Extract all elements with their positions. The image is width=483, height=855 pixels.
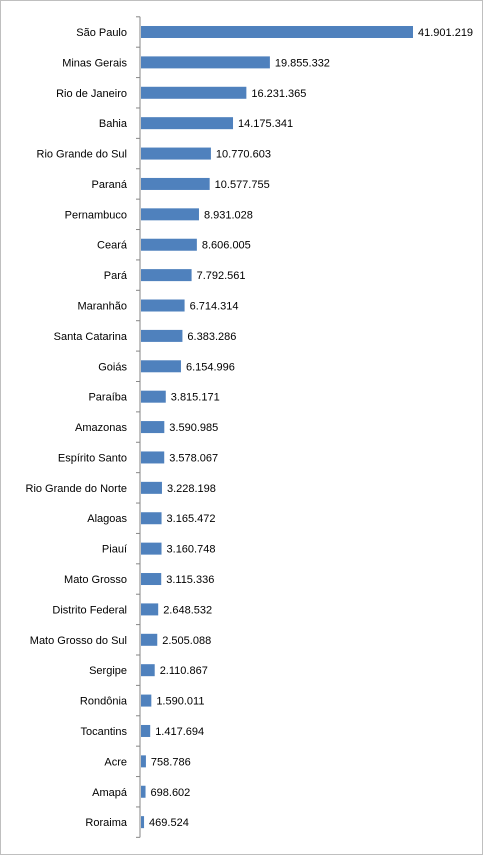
bar <box>141 117 234 130</box>
bar <box>141 177 210 190</box>
bar <box>141 269 192 282</box>
bar <box>141 512 162 525</box>
category-label: Rio Grande do Sul <box>37 149 128 161</box>
bar <box>141 238 197 251</box>
value-label: 6.383.286 <box>187 331 236 343</box>
bar <box>141 208 199 221</box>
value-label: 19.855.332 <box>275 57 330 69</box>
category-label: Santa Catarina <box>54 331 128 343</box>
bar <box>141 86 247 99</box>
value-label: 14.175.341 <box>238 118 293 130</box>
category-label: Maranhão <box>77 301 127 313</box>
category-label: Ceará <box>97 240 128 252</box>
category-label: Pará <box>104 270 128 282</box>
bar <box>141 816 145 829</box>
category-label: Mato Grosso <box>64 574 127 586</box>
value-label: 3.578.067 <box>169 452 218 464</box>
value-label: 6.714.314 <box>190 301 239 313</box>
value-label: 16.231.365 <box>251 88 306 100</box>
category-label: Mato Grosso do Sul <box>30 635 127 647</box>
value-label: 3.815.171 <box>171 392 220 404</box>
value-label: 7.792.561 <box>197 270 246 282</box>
category-label: Acre <box>104 756 127 768</box>
value-label: 1.417.694 <box>155 726 204 738</box>
bar <box>141 360 181 373</box>
bar <box>141 633 158 646</box>
category-label: Espírito Santo <box>58 452 127 464</box>
bar <box>141 26 413 38</box>
value-label: 2.648.532 <box>163 604 212 616</box>
value-label: 758.786 <box>151 756 191 768</box>
value-label: 2.505.088 <box>162 635 211 647</box>
bar <box>141 451 165 464</box>
category-label: Goiás <box>98 361 127 373</box>
value-label: 1.590.011 <box>156 696 204 708</box>
bar <box>141 299 185 312</box>
value-label: 2.110.867 <box>160 665 208 677</box>
category-label: Tocantins <box>81 726 128 738</box>
category-label: Paraná <box>92 179 128 191</box>
category-label: Rio Grande do Norte <box>26 483 128 495</box>
value-label: 3.160.748 <box>167 544 216 556</box>
bar <box>141 147 211 160</box>
bar <box>141 56 270 69</box>
bar <box>141 329 183 342</box>
category-label: Piauí <box>102 544 127 556</box>
category-label: Amapá <box>92 787 128 799</box>
value-label: 6.154.996 <box>186 361 235 373</box>
value-label: 469.524 <box>149 817 189 829</box>
bar <box>141 481 162 494</box>
bar <box>141 542 162 555</box>
bar <box>141 755 146 768</box>
value-label: 8.606.005 <box>202 240 251 252</box>
category-label: São Paulo <box>76 27 127 39</box>
value-label: 8.931.028 <box>204 209 253 221</box>
category-label: Bahia <box>99 118 128 130</box>
bar <box>141 724 151 737</box>
category-label: Minas Gerais <box>62 57 127 69</box>
category-label: Roraima <box>85 817 127 829</box>
value-label: 10.577.755 <box>215 179 270 191</box>
category-label: Alagoas <box>87 513 127 525</box>
category-label: Pernambuco <box>65 209 127 221</box>
value-label: 3.165.472 <box>167 513 216 525</box>
category-label: Sergipe <box>89 665 127 677</box>
value-label: 10.770.603 <box>216 149 271 161</box>
bar <box>141 573 162 586</box>
category-label: Amazonas <box>75 422 127 434</box>
category-label: Distrito Federal <box>52 604 127 616</box>
value-label: 3.228.198 <box>167 483 216 495</box>
category-label: Paraíba <box>88 392 127 404</box>
value-label: 41.901.219 <box>418 27 473 39</box>
value-label: 3.590.985 <box>169 422 218 434</box>
value-label: 698.602 <box>151 787 191 799</box>
bar <box>141 390 166 403</box>
bar <box>141 603 159 616</box>
bar <box>141 421 165 434</box>
bar <box>141 664 155 677</box>
category-label: Rio de Janeiro <box>56 88 127 100</box>
value-label: 3.115.336 <box>166 574 214 586</box>
bar <box>141 785 146 798</box>
category-label: Rondônia <box>80 696 128 708</box>
bar <box>141 694 152 707</box>
